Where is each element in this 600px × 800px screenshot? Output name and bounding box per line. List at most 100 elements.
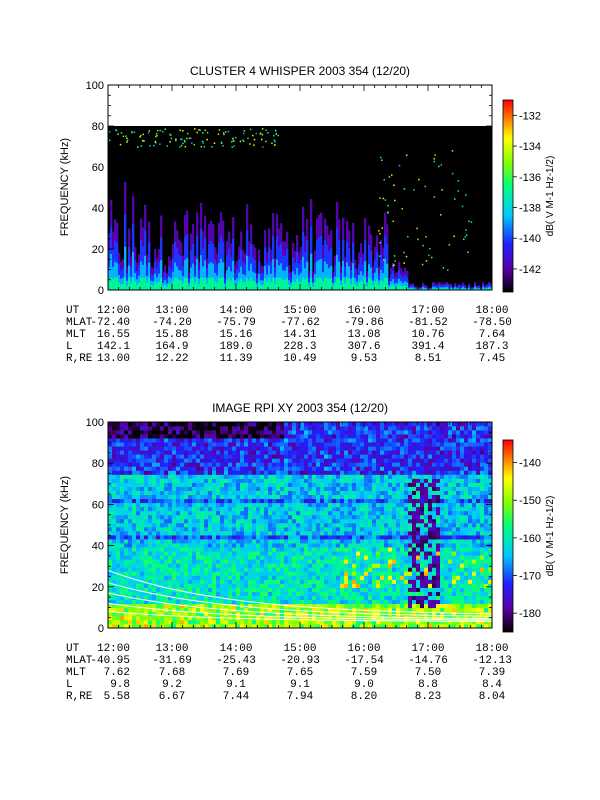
spectral-cell (212, 482, 217, 487)
spectral-cell (464, 611, 469, 617)
spectral-column (254, 281, 257, 290)
spectral-cell (216, 607, 221, 613)
spectral-cell (360, 527, 365, 532)
spectral-cell (208, 478, 213, 483)
spectral-column (412, 288, 415, 290)
spectral-cell (180, 579, 185, 584)
spectral-cell (328, 603, 333, 609)
spectral-cell (156, 478, 161, 483)
spectral-cell (220, 522, 225, 528)
spectral-cell (456, 474, 461, 479)
spectral-cell (424, 474, 429, 479)
spectral-cell (160, 547, 165, 552)
spectral-cell (372, 579, 377, 584)
spectral-cell (344, 539, 349, 544)
spectral-cell (284, 551, 289, 556)
spectral-cell (240, 518, 245, 524)
spectral-cell (432, 539, 437, 544)
spectral-cell (324, 547, 329, 552)
spectral-cell (292, 551, 297, 556)
spectral-cell (180, 539, 185, 544)
spectral-cell (460, 470, 465, 475)
spectral-cell (264, 559, 269, 564)
spectral-cell (412, 563, 417, 568)
spectral-cell (272, 543, 277, 548)
spectral-cell (364, 555, 369, 560)
spectral-cell (120, 619, 125, 625)
spectral-cell (120, 498, 125, 504)
spectral-cell (276, 514, 281, 520)
spectral-cell (172, 490, 177, 496)
spectral-cell (232, 522, 237, 528)
spectral-cell (452, 579, 457, 584)
spectral-cell (316, 559, 321, 564)
spectral-cell (476, 559, 481, 564)
spectral-cell (156, 506, 161, 512)
spectral-cell (356, 531, 361, 536)
spectral-cell (152, 575, 157, 580)
spectral-cell (488, 478, 493, 483)
spectral-cell (228, 518, 233, 524)
spectral-cell (280, 559, 285, 564)
spectral-cell (176, 559, 181, 564)
spectral-cell (108, 470, 113, 475)
spectral-cell (400, 474, 405, 479)
spectral-cell (448, 510, 453, 516)
spectral-cell (160, 615, 165, 621)
spectral-cell (416, 474, 421, 479)
orbit-value: 228.3 (283, 341, 316, 353)
spectral-dot (143, 140, 145, 142)
spectral-cell (132, 482, 137, 487)
spectral-cell (408, 502, 413, 508)
spectral-dot (170, 137, 173, 140)
spectral-cell (248, 555, 253, 560)
spectral-cell (364, 535, 369, 540)
spectral-cell (308, 611, 313, 617)
spectral-cell (160, 482, 165, 487)
spectral-cell (356, 547, 361, 552)
spectral-cell (420, 579, 425, 584)
spectral-cell (320, 571, 325, 576)
spectral-cell (436, 514, 441, 520)
spectral-cell (160, 535, 165, 540)
spectral-cell (396, 587, 401, 592)
spectral-cell (188, 571, 193, 576)
spectral-cell (248, 571, 253, 576)
spectral-cell (176, 587, 181, 592)
spectral-cell (456, 510, 461, 516)
spectral-cell (196, 482, 201, 487)
spectral-cell (416, 611, 421, 617)
spectral-cell (300, 522, 305, 528)
spectral-cell (296, 486, 301, 491)
spectral-cell (136, 575, 141, 580)
spectral-cell (340, 611, 345, 617)
spectral-cell (184, 615, 189, 621)
spectral-cell (280, 583, 285, 588)
spectral-cell (304, 514, 309, 520)
orbit-value: -77.62 (280, 317, 320, 329)
spectral-cell (388, 502, 393, 508)
spectral-cell (232, 474, 237, 479)
spectral-cell (420, 486, 425, 491)
spectral-cell (480, 539, 485, 544)
spectral-cell (484, 591, 489, 596)
spectral-cell (212, 518, 217, 524)
spectral-cell (432, 470, 437, 475)
spectral-column (156, 283, 159, 290)
spectral-cell (268, 595, 273, 601)
spectral-cell (356, 567, 361, 572)
spectral-cell (260, 490, 265, 496)
spectral-cell (304, 543, 309, 548)
spectral-cell (396, 478, 401, 483)
spectral-cell (340, 474, 345, 479)
spectral-cell (272, 535, 277, 540)
spectral-cell (188, 510, 193, 516)
spectral-cell (400, 559, 405, 564)
spectral-cell (160, 518, 165, 524)
spectral-cell (256, 619, 261, 625)
spectral-cell (148, 539, 153, 544)
spectral-cell (320, 486, 325, 491)
spectral-cell (488, 486, 493, 491)
spectral-cell (452, 559, 457, 564)
spectral-cell (260, 539, 265, 544)
